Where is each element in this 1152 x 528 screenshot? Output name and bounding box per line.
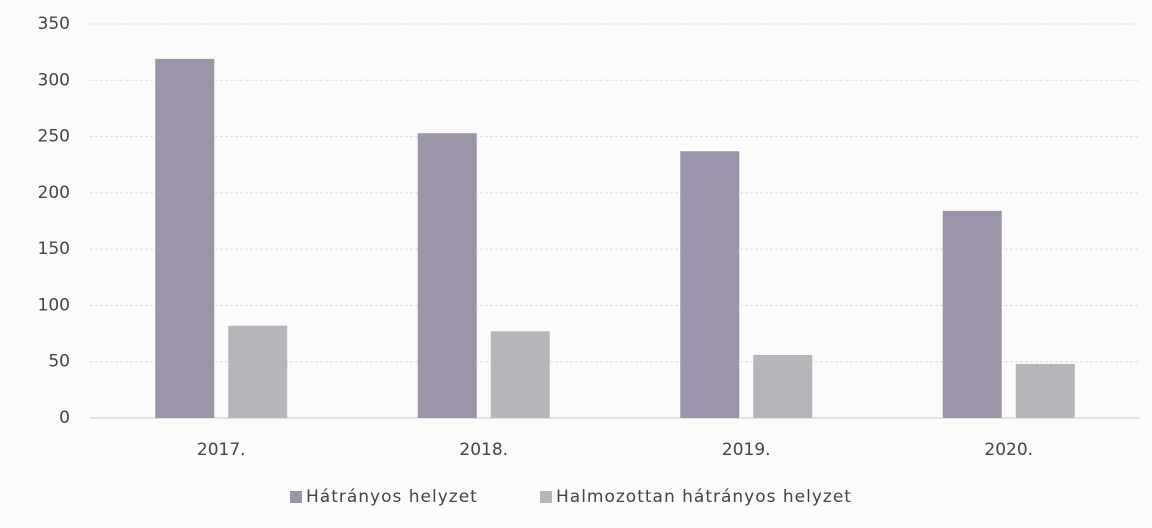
y-tick-label: 150 bbox=[38, 239, 70, 259]
bar bbox=[942, 210, 1002, 418]
bar bbox=[680, 151, 740, 418]
y-tick-label: 350 bbox=[38, 14, 70, 34]
legend-label: Hátrányos helyzet bbox=[306, 487, 478, 507]
bar bbox=[155, 58, 215, 418]
x-tick-label: 2020. bbox=[984, 440, 1033, 460]
y-tick-label: 200 bbox=[38, 183, 70, 203]
x-tick-label: 2018. bbox=[459, 440, 508, 460]
y-tick-label: 50 bbox=[48, 352, 70, 372]
legend-swatch bbox=[290, 491, 302, 503]
y-tick-label: 250 bbox=[38, 127, 70, 147]
legend-swatch bbox=[540, 491, 552, 503]
bar bbox=[228, 325, 288, 418]
y-tick-label: 0 bbox=[59, 408, 70, 428]
x-tick-label: 2017. bbox=[197, 440, 246, 460]
bar bbox=[753, 354, 813, 418]
bar bbox=[417, 133, 477, 419]
legend-label: Halmozottan hátrányos helyzet bbox=[556, 487, 852, 507]
bar bbox=[1015, 363, 1075, 418]
y-tick-label: 100 bbox=[38, 295, 70, 315]
y-tick-label: 300 bbox=[38, 70, 70, 90]
x-tick-label: 2019. bbox=[722, 440, 771, 460]
bar bbox=[490, 331, 550, 418]
